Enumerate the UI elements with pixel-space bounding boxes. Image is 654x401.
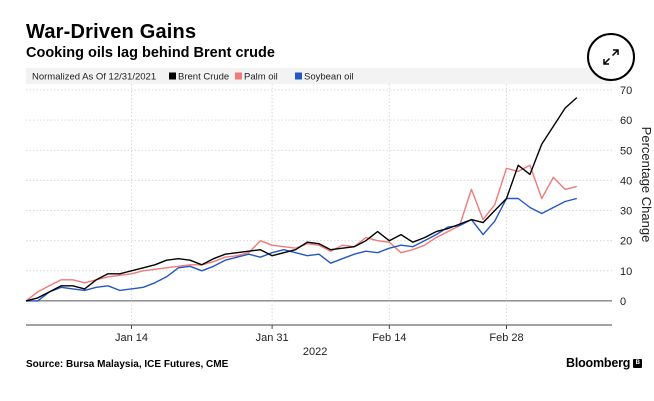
y-tick-label: 40 bbox=[620, 175, 632, 187]
brand-logo: Bloomberg B bbox=[566, 356, 643, 370]
y-tick-label: 50 bbox=[620, 145, 632, 157]
y-tick-label: 70 bbox=[620, 85, 632, 97]
expand-button[interactable] bbox=[587, 33, 635, 81]
legend-title: Normalized As Of 12/31/2021 bbox=[32, 72, 156, 83]
legend-swatch bbox=[169, 72, 176, 80]
legend-entry: Palm oil bbox=[244, 72, 278, 83]
y-tick-label: 60 bbox=[620, 115, 632, 127]
legend-entry: Soybean oil bbox=[304, 72, 354, 83]
legend-entry: Brent Crude bbox=[178, 72, 229, 83]
source-note: Source: Bursa Malaysia, ICE Futures, CME bbox=[26, 359, 229, 370]
chart-subtitle: Cooking oils lag behind Brent crude bbox=[26, 45, 275, 61]
y-tick-label: 30 bbox=[620, 206, 632, 218]
brand-name: Bloomberg bbox=[566, 356, 631, 370]
legend-swatch bbox=[235, 72, 242, 80]
series-line-palm-oil bbox=[25, 164, 577, 302]
series-line-brent-crude bbox=[25, 97, 578, 302]
expand-icon bbox=[603, 49, 619, 65]
brand-mark: B bbox=[633, 358, 643, 368]
y-tick-label: 0 bbox=[620, 296, 626, 308]
x-tick-label: Jan 31 bbox=[256, 332, 289, 344]
chart-title: War-Driven Gains bbox=[26, 21, 197, 43]
x-tick-label: Feb 14 bbox=[372, 332, 406, 344]
legend-swatch bbox=[295, 72, 302, 80]
x-axis-label: 2022 bbox=[303, 346, 327, 358]
series-line-soybean-oil bbox=[26, 197, 577, 302]
legend-background bbox=[26, 68, 612, 84]
y-tick-label: 20 bbox=[620, 236, 632, 248]
y-tick-label: 10 bbox=[620, 266, 632, 278]
x-tick-label: Jan 14 bbox=[115, 332, 148, 344]
y-axis-label: Percentage Change bbox=[639, 127, 654, 243]
x-tick-label: Feb 28 bbox=[489, 332, 523, 344]
